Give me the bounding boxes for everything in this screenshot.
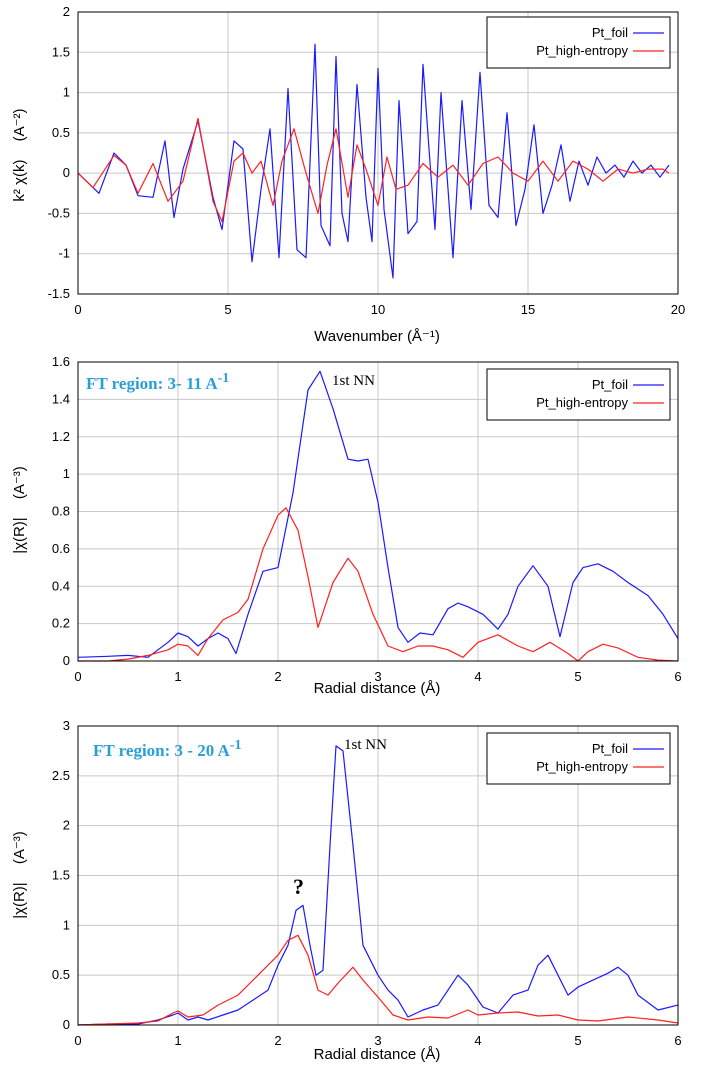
- y-tick-label: 0.2: [52, 616, 70, 631]
- x-tick-label: 2: [274, 1033, 281, 1048]
- y-axis-label: |χ(R)| (A⁻³): [11, 466, 28, 554]
- chart-panel-ft-3-11: 0 1 2 3 4 5 6 0 0.2 0.4 0.6 0.8 1 1.2 1.4 1.6 Radial d…: [11, 354, 682, 697]
- ft-region-label: FT region: 3- 11 A-1: [86, 371, 229, 393]
- y-tick-label: 0.6: [52, 541, 70, 556]
- y-tick-label: 2.5: [52, 768, 70, 783]
- series-line-pt-foil: [77, 370, 679, 658]
- y-tick-label: 0: [63, 1017, 70, 1032]
- plot-frame: [77, 361, 679, 662]
- svg-text:|χ(R)| (A⁻³): |χ(R)| (A⁻³): [11, 831, 28, 919]
- legend: Pt_foil Pt_high-entropy: [486, 16, 671, 69]
- y-tick-label: 1: [63, 466, 70, 481]
- chart-panel-kspace: 0 5 10 15 20 -1.5 -1 -0.5 0 0.5 1 1.5 2 Wavenumber …: [11, 4, 685, 345]
- x-tick-label: 6: [674, 669, 681, 684]
- x-axis-label: Radial distance (Å): [314, 1046, 441, 1063]
- y-tick-label: 0.4: [52, 578, 70, 593]
- svg-text:k² χ(k) (A⁻²): k² χ(k) (A⁻²): [11, 108, 28, 201]
- first-nn-annotation: 1st NN: [332, 373, 375, 389]
- x-tick-label: 0: [74, 1033, 81, 1048]
- x-tick-label: 5: [224, 302, 231, 317]
- y-tick-label: 1.5: [52, 44, 70, 59]
- y-label-unit: (A⁻³): [11, 466, 28, 499]
- first-nn-annotation: 1st NN: [344, 737, 387, 753]
- y-tick-label: 2: [63, 4, 70, 19]
- x-tick-label: 20: [671, 302, 685, 317]
- series-line-pt-high-entropy: [77, 934, 679, 1026]
- y-label-main: |χ(R)|: [11, 517, 28, 554]
- series-line-pt-high-entropy: [77, 117, 670, 223]
- y-tick-label: 1.6: [52, 354, 70, 369]
- chart-panel-ft-3-20: 0 1 2 3 4 5 6 0 0.5 1 1.5 2 2.5 3 Radial distance (Å…: [11, 718, 682, 1063]
- ft-region-label: FT region: 3 - 20 A-1: [93, 738, 241, 760]
- y-ticks: 0 0.2 0.4 0.6 0.8 1 1.2 1.4 1.6: [52, 354, 70, 668]
- y-axis-label: |χ(R)| (A⁻³): [11, 831, 28, 919]
- x-tick-label: 3: [374, 1033, 381, 1048]
- question-mark-annotation: ?: [293, 874, 304, 899]
- y-label-main: k² χ(k): [11, 160, 28, 202]
- series-line-pt-high-entropy: [78, 507, 679, 662]
- y-tick-label: 0.8: [52, 504, 70, 519]
- x-tick-label: 6: [674, 1033, 681, 1048]
- y-tick-label: 1: [63, 917, 70, 932]
- y-tick-label: -0.5: [48, 205, 70, 220]
- y-label-unit: (A⁻²): [11, 108, 28, 141]
- series-lines: [77, 370, 679, 662]
- y-tick-label: 1.5: [52, 868, 70, 883]
- x-tick-label: 1: [174, 1033, 181, 1048]
- y-tick-label: 0: [63, 165, 70, 180]
- x-tick-label: 1: [174, 669, 181, 684]
- x-axis-label: Radial distance (Å): [314, 680, 441, 697]
- y-tick-label: 0: [63, 653, 70, 668]
- y-label-unit: (A⁻³): [11, 831, 28, 864]
- series-line-pt-foil: [77, 745, 679, 1026]
- legend-label-pt-high-entropy: Pt_high-entropy: [536, 43, 628, 58]
- series-lines: [77, 745, 679, 1026]
- y-tick-label: 0.5: [52, 125, 70, 140]
- legend-label-pt-foil: Pt_foil: [592, 741, 628, 756]
- y-tick-label: -1.5: [48, 286, 70, 301]
- plot-frame: [77, 725, 679, 1026]
- x-tick-label: 15: [521, 302, 535, 317]
- y-ticks: 0 0.5 1 1.5 2 2.5 3: [52, 718, 70, 1032]
- y-label-main: |χ(R)|: [11, 882, 28, 919]
- legend-label-pt-high-entropy: Pt_high-entropy: [536, 395, 628, 410]
- series-line-pt-foil: [77, 43, 670, 279]
- x-tick-label: 10: [371, 302, 385, 317]
- y-ticks: -1.5 -1 -0.5 0 0.5 1 1.5 2: [48, 4, 70, 301]
- y-tick-label: 1.2: [52, 429, 70, 444]
- y-tick-label: 3: [63, 718, 70, 733]
- x-tick-label: 2: [274, 669, 281, 684]
- x-tick-label: 4: [474, 669, 481, 684]
- legend: Pt_foil Pt_high-entropy: [486, 368, 671, 421]
- legend-label-pt-foil: Pt_foil: [592, 377, 628, 392]
- y-tick-label: -1: [58, 246, 70, 261]
- y-tick-label: 1.4: [52, 391, 70, 406]
- legend: Pt_foil Pt_high-entropy: [486, 732, 671, 785]
- x-ticks: 0 5 10 15 20: [74, 302, 685, 317]
- series-lines: [77, 43, 670, 279]
- x-tick-label: 5: [574, 669, 581, 684]
- x-axis-label: Wavenumber (Å⁻¹): [314, 328, 440, 345]
- plot-frame: [77, 11, 679, 295]
- x-tick-label: 3: [374, 669, 381, 684]
- x-tick-label: 5: [574, 1033, 581, 1048]
- x-ticks: 0 1 2 3 4 5 6: [74, 1033, 681, 1048]
- x-tick-label: 0: [74, 669, 81, 684]
- x-ticks: 0 1 2 3 4 5 6: [74, 669, 681, 684]
- legend-label-pt-foil: Pt_foil: [592, 25, 628, 40]
- y-tick-label: 2: [63, 818, 70, 833]
- y-tick-label: 1: [63, 85, 70, 100]
- legend-label-pt-high-entropy: Pt_high-entropy: [536, 759, 628, 774]
- x-tick-label: 4: [474, 1033, 481, 1048]
- y-axis-label: k² χ(k) (A⁻²): [11, 108, 28, 201]
- y-tick-label: 0.5: [52, 967, 70, 982]
- x-tick-label: 0: [74, 302, 81, 317]
- svg-text:|χ(R)| (A⁻³): |χ(R)| (A⁻³): [11, 466, 28, 554]
